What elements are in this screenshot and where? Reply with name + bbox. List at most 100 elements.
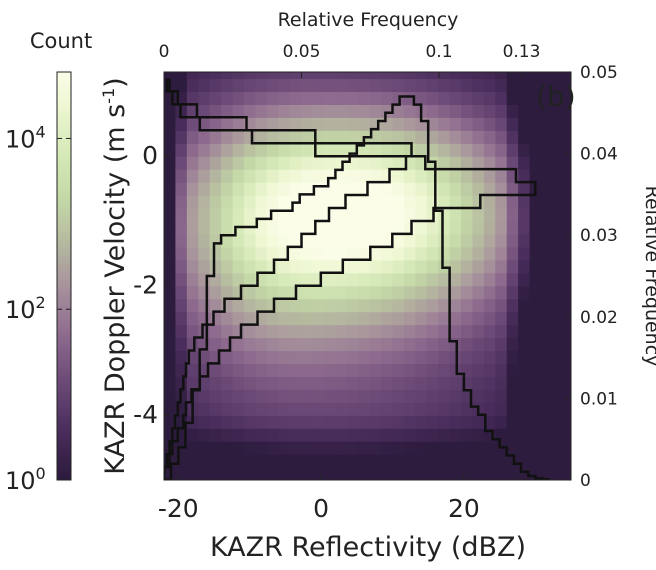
heatmap-cell [449,389,462,403]
heatmap-cell [483,156,496,170]
heatmap-cell [232,389,245,403]
heatmap-cell [243,130,256,144]
heatmap-cell [483,233,496,248]
heatmap-cell [335,169,348,183]
heatmap-cell [164,363,177,377]
heatmap-cell [278,337,291,352]
heatmap-cell [369,285,382,300]
heatmap-cell [278,454,291,468]
heatmap-cell [563,169,571,183]
heatmap-cell [278,311,291,326]
heatmap-cell [243,195,256,209]
heatmap-cell [392,350,405,365]
heatmap-cell [369,389,382,403]
heatmap-cell [335,389,348,403]
heatmap-cell [381,117,394,131]
heatmap-cell [255,182,268,196]
heatmap-cell [198,72,211,80]
heatmap-cell [346,130,359,144]
heatmap-cell [495,169,508,183]
heatmap-cell [518,91,531,105]
heatmap-cell [346,467,359,480]
heatmap-cell [164,143,177,157]
heatmap-cell [529,91,542,105]
heatmap-cell [552,285,565,300]
heatmap-cell [301,441,314,455]
heatmap-cell [289,272,302,287]
heatmap-cell [312,208,325,222]
heatmap-cell [358,337,371,352]
colorbar-title: Count [30,29,92,53]
heatmap-cell [209,117,222,131]
heatmap-cell [358,246,371,261]
heatmap-cell [495,415,508,429]
heatmap-cell [541,195,554,209]
heatmap-cell [278,195,291,209]
heatmap-cell [392,72,405,80]
heatmap-cell [209,259,222,274]
heatmap-cell [221,376,234,390]
heatmap-cell [415,298,428,313]
heatmap-cell [186,143,199,157]
heatmap-cell [175,130,188,144]
heatmap-cell [358,91,371,105]
heatmap-cell [392,259,405,274]
heatmap-cell [518,428,531,442]
heatmap-cell [518,169,531,183]
heatmap-cell [563,389,571,403]
heatmap-cell [449,454,462,468]
heatmap-cell [541,467,554,480]
heatmap-cell [198,428,211,442]
heatmap-cell [392,337,405,352]
heatmap-cell [461,117,474,131]
colorbar-tick-label: 100 [5,464,46,495]
heatmap-cell [255,285,268,300]
heatmap-cell [461,454,474,468]
heatmap-cell [346,454,359,468]
heatmap-cell [381,220,394,235]
heatmap-cell [346,402,359,416]
heatmap-cell [175,337,188,352]
heatmap-cell [392,182,405,196]
heatmap-cell [415,389,428,403]
heatmap-cell [243,376,256,390]
heatmap-cell [381,415,394,429]
heatmap-cell [529,259,542,274]
heatmap-cell [209,104,222,118]
heatmap-cell [278,415,291,429]
heatmap-cell [438,285,451,300]
heatmap-cell [438,467,451,480]
heatmap-cell [506,104,519,118]
heatmap-cell [506,467,519,480]
heatmap-cell [198,415,211,429]
heatmap-cell [198,182,211,196]
heatmap-cell [506,72,519,80]
heatmap-cell [403,104,416,118]
heatmap-cell [472,298,485,313]
heatmap-cell [541,169,554,183]
heatmap-cell [403,72,416,80]
heatmap-cell [415,182,428,196]
heatmap-cell [518,441,531,455]
heatmap-cell [358,272,371,287]
heatmap-cell [563,72,571,80]
heatmap-cell [346,233,359,248]
heatmap-cell [552,246,565,261]
heatmap-cell [198,130,211,144]
heatmap-cell [415,285,428,300]
heatmap-cell [472,233,485,248]
heatmap-cell [449,402,462,416]
heatmap-cell [518,220,531,235]
heatmap-cell [198,117,211,131]
heatmap-cell [472,415,485,429]
heatmap-cell [415,169,428,183]
heatmap-cell [403,285,416,300]
heatmap-cell [164,324,177,339]
heatmap-cell [552,415,565,429]
heatmap-cell [232,415,245,429]
heatmap-cell [403,195,416,209]
heatmap-cell [335,311,348,326]
heatmap-cell [449,143,462,157]
heatmap-cell [323,363,336,377]
heatmap-cell [278,285,291,300]
